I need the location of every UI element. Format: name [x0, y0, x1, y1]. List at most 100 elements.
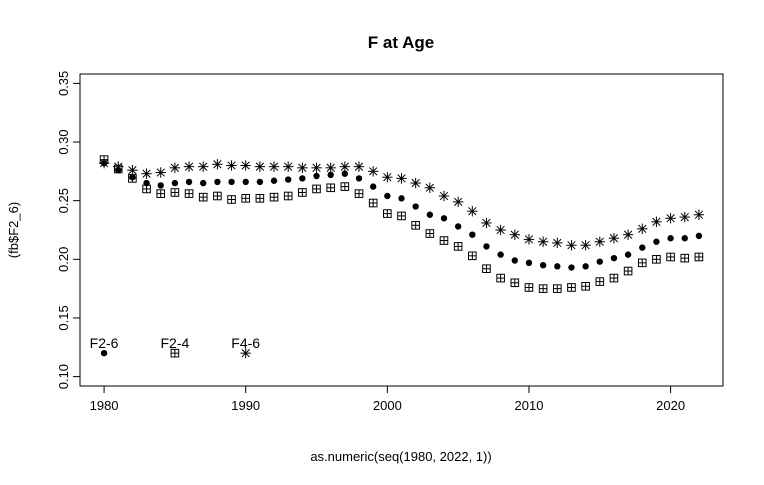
point-dot — [412, 203, 419, 210]
point-star — [410, 177, 421, 189]
point-dot — [369, 183, 377, 190]
legend-label: F4-6 — [231, 335, 260, 351]
point-dot — [511, 257, 519, 264]
point-boxplus — [510, 278, 520, 288]
point-star — [268, 161, 280, 172]
point-boxplus — [524, 283, 534, 292]
point-star — [311, 162, 322, 174]
point-dot — [497, 251, 504, 258]
point-star — [198, 161, 209, 172]
point-boxplus — [269, 192, 279, 202]
point-star — [693, 209, 705, 220]
point-dot — [270, 177, 278, 184]
point-star — [679, 211, 690, 223]
y-tick-label: 0.35 — [56, 71, 71, 96]
point-star — [622, 229, 634, 240]
series-f2-6 — [100, 159, 703, 271]
legend-item-f2-6: F2-6 — [90, 335, 119, 357]
point-dot — [624, 251, 632, 258]
point-star — [183, 161, 195, 172]
y-tick-label: 0.25 — [56, 188, 71, 213]
point-dot — [100, 349, 108, 357]
point-dot — [171, 179, 179, 187]
point-dot — [454, 223, 462, 230]
point-dot — [242, 178, 249, 186]
point-dot — [299, 175, 306, 182]
chart-title: F at Age — [368, 33, 434, 52]
point-star — [467, 206, 478, 217]
point-star — [651, 216, 662, 227]
point-boxplus — [340, 182, 350, 191]
point-star — [254, 161, 266, 172]
point-star — [297, 162, 308, 174]
point-boxplus — [170, 348, 180, 358]
legend-item-f4-6: F4-6 — [231, 335, 260, 359]
point-star — [240, 347, 251, 359]
point-boxplus — [298, 188, 307, 197]
point-boxplus — [397, 211, 406, 221]
point-star — [523, 234, 535, 245]
point-dot — [639, 244, 646, 251]
legend-label: F2-4 — [160, 335, 189, 351]
point-star — [438, 190, 450, 202]
point-star — [367, 166, 379, 177]
point-boxplus — [623, 266, 633, 276]
point-dot — [610, 254, 618, 262]
point-star — [127, 164, 138, 176]
point-star — [353, 161, 365, 172]
point-star — [495, 224, 506, 236]
point-boxplus — [227, 195, 236, 204]
y-tick-label: 0.20 — [56, 247, 71, 272]
point-dot — [426, 211, 434, 218]
point-boxplus — [326, 183, 335, 193]
point-boxplus — [468, 251, 477, 261]
point-star — [608, 233, 620, 244]
point-boxplus — [255, 194, 265, 203]
point-star — [637, 223, 648, 235]
point-boxplus — [383, 209, 392, 218]
point-star — [339, 161, 351, 172]
point-boxplus — [241, 194, 251, 203]
point-star — [481, 217, 492, 229]
x-tick-label: 2020 — [656, 398, 685, 413]
point-dot — [554, 263, 561, 270]
point-star — [212, 159, 223, 170]
point-star — [552, 237, 563, 249]
point-boxplus — [652, 255, 661, 264]
point-boxplus — [581, 282, 590, 291]
point-dot — [256, 178, 264, 186]
point-star — [594, 236, 605, 247]
point-boxplus — [666, 252, 675, 262]
point-dot — [596, 258, 603, 265]
y-tick-label: 0.30 — [56, 129, 71, 154]
point-dot — [469, 231, 476, 238]
point-star — [155, 167, 166, 178]
point-star — [452, 196, 464, 208]
point-boxplus — [439, 236, 449, 245]
point-dot — [384, 192, 391, 200]
point-dot — [284, 176, 292, 183]
point-boxplus — [538, 284, 548, 293]
point-boxplus — [198, 192, 208, 202]
legend-item-f2-4: F2-4 — [160, 335, 189, 358]
y-axis-label: (fb$F2_6) — [6, 202, 21, 258]
point-dot — [228, 178, 235, 186]
point-star — [509, 229, 521, 240]
point-boxplus — [213, 191, 222, 201]
point-dot — [185, 178, 193, 186]
series-layer — [98, 155, 705, 293]
point-boxplus — [142, 184, 151, 194]
point-boxplus — [595, 277, 605, 286]
point-star — [240, 160, 251, 171]
point-boxplus — [312, 184, 321, 194]
x-tick-label: 2000 — [373, 398, 402, 413]
x-axis-label: as.numeric(seq(1980, 2022, 1)) — [310, 449, 491, 464]
point-boxplus — [354, 189, 364, 198]
series-f4-6 — [98, 157, 705, 251]
point-dot — [313, 172, 320, 180]
point-dot — [327, 171, 334, 179]
point-dot — [568, 264, 575, 271]
point-dot — [355, 175, 363, 182]
x-axis: 1980 1990 2000 2010 2020 — [90, 385, 685, 413]
point-boxplus — [694, 252, 704, 262]
